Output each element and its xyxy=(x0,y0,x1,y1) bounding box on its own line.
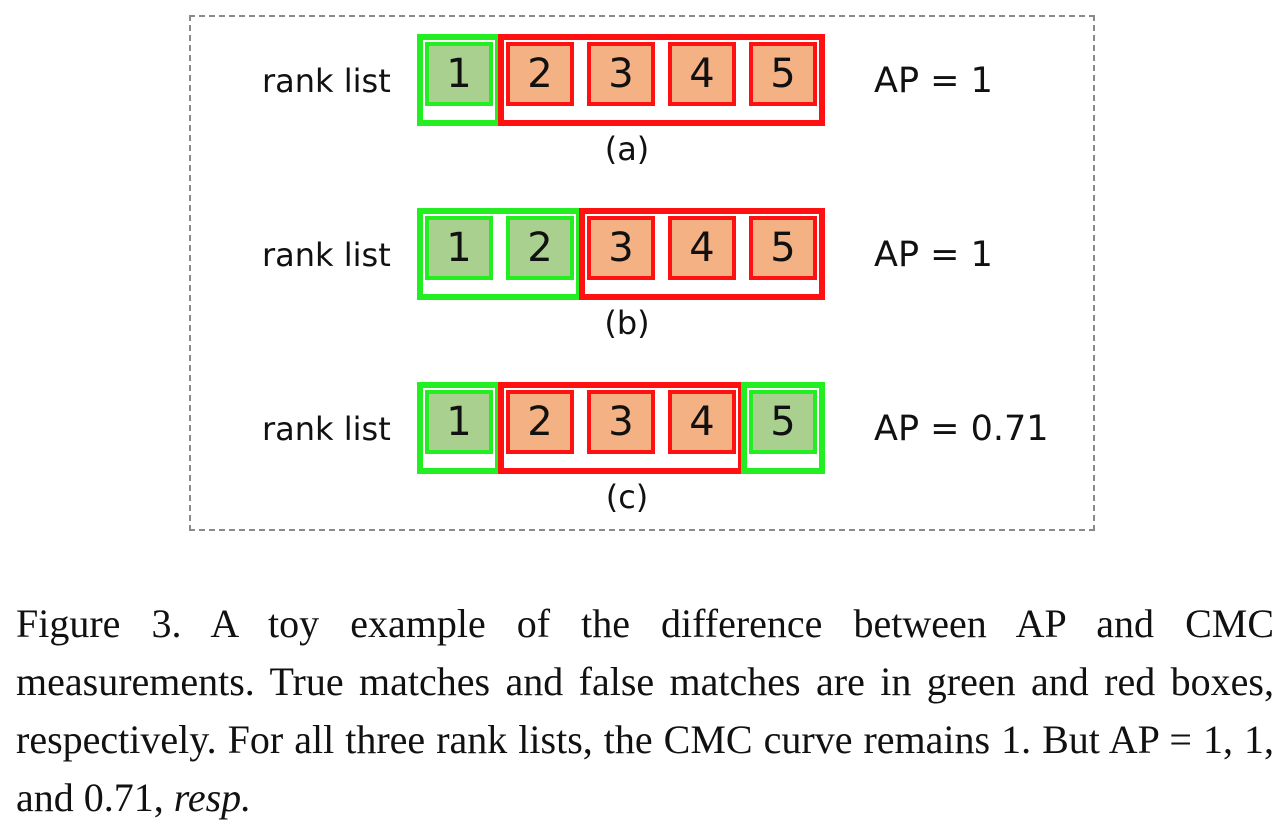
figure-caption: Figure 3. A toy example of the differenc… xyxy=(16,595,1274,827)
caption-text: Figure 3. A toy example of the differenc… xyxy=(16,601,1274,820)
subfigure-label: (c) xyxy=(605,478,649,516)
true-match-group xyxy=(741,382,825,474)
figure-frame xyxy=(189,15,1095,531)
false-match-box: 4 xyxy=(668,216,736,280)
true-match-box: 1 xyxy=(425,390,493,454)
rank-list-label: rank list xyxy=(262,410,391,448)
ap-value: AP = 1 xyxy=(874,61,993,101)
false-match-box: 4 xyxy=(668,390,736,454)
false-match-box: 2 xyxy=(506,390,574,454)
false-match-box: 5 xyxy=(749,216,817,280)
rank-list-row-c: rank list 1 2 3 4 5 AP = 0.71 (c) xyxy=(0,382,1288,516)
false-match-group xyxy=(579,208,825,300)
subfigure-label: (a) xyxy=(604,130,650,168)
ap-value: AP = 1 xyxy=(874,235,993,275)
true-match-box: 2 xyxy=(506,216,574,280)
true-match-box: 1 xyxy=(425,42,493,106)
rank-list-label: rank list xyxy=(262,62,391,100)
rank-list-row-a: rank list 1 2 3 4 5 AP = 1 (a) xyxy=(0,34,1288,168)
rank-list-label: rank list xyxy=(262,236,391,274)
false-match-box: 3 xyxy=(587,42,655,106)
false-match-group xyxy=(498,34,825,126)
true-match-box: 1 xyxy=(425,216,493,280)
subfigure-label: (b) xyxy=(604,304,650,342)
ap-value: AP = 0.71 xyxy=(874,409,1049,449)
false-match-box: 2 xyxy=(506,42,574,106)
false-match-box: 3 xyxy=(587,390,655,454)
rank-list-row-b: rank list 1 2 3 4 5 AP = 1 (b) xyxy=(0,208,1288,342)
false-match-box: 5 xyxy=(749,42,817,106)
false-match-box: 3 xyxy=(587,216,655,280)
false-match-box: 4 xyxy=(668,42,736,106)
true-match-box: 5 xyxy=(749,390,817,454)
